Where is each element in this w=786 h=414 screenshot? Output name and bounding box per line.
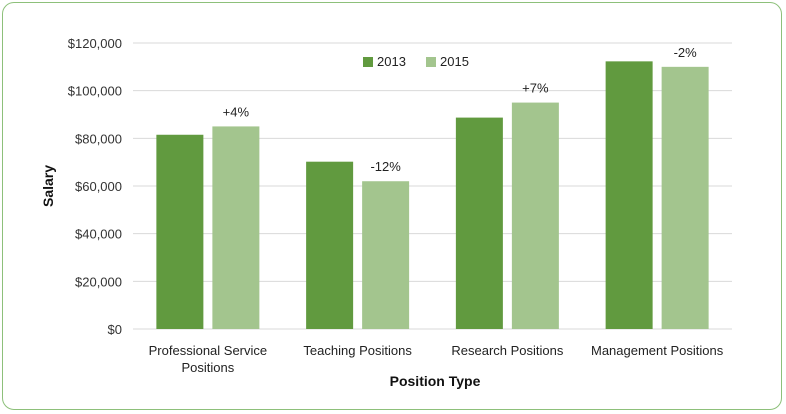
x-tick-label: Research Positions (451, 343, 563, 358)
y-tick-label: $40,000 (75, 227, 122, 242)
bar-2015 (661, 66, 709, 329)
bar-2013 (306, 161, 354, 329)
y-tick-label: $100,000 (68, 84, 122, 99)
bar-2015 (212, 126, 260, 330)
y-tick-label: $20,000 (75, 274, 122, 289)
change-annotation: +4% (223, 104, 250, 119)
legend-label: 2015 (440, 54, 469, 69)
change-annotation: -2% (674, 45, 698, 60)
x-tick-label: Management Positions (591, 343, 724, 358)
y-tick-label: $0 (108, 322, 122, 337)
x-axis-title: Position Type (390, 373, 481, 389)
bar-2015 (362, 181, 410, 329)
x-tick-label: Positions (182, 360, 235, 375)
change-annotation: +7% (522, 81, 549, 96)
y-tick-label: $60,000 (75, 179, 122, 194)
legend-swatch (363, 57, 373, 67)
legend-swatch (426, 57, 436, 67)
x-tick-label: Teaching Positions (303, 343, 412, 358)
bars (156, 61, 709, 330)
legend-label: 2013 (377, 54, 406, 69)
legend: 2013 2015 (363, 54, 469, 69)
y-tick-label: $120,000 (68, 36, 122, 51)
y-axis: $0 $20,000 $40,000 $60,000 $80,000 $100,000 $1… (68, 36, 122, 337)
x-axis: Professional Service Positions Teaching Po… (149, 343, 724, 375)
bar-2013 (605, 61, 653, 330)
change-annotation: -12% (370, 159, 401, 174)
bar-2015 (511, 102, 559, 329)
y-axis-title: Salary (40, 165, 56, 207)
y-tick-label: $80,000 (75, 131, 122, 146)
bar-2013 (455, 117, 503, 330)
x-tick-label: Professional Service (149, 343, 268, 358)
bar-2013 (156, 134, 204, 329)
annotations: +4% -12% +7% -2% (223, 45, 697, 174)
